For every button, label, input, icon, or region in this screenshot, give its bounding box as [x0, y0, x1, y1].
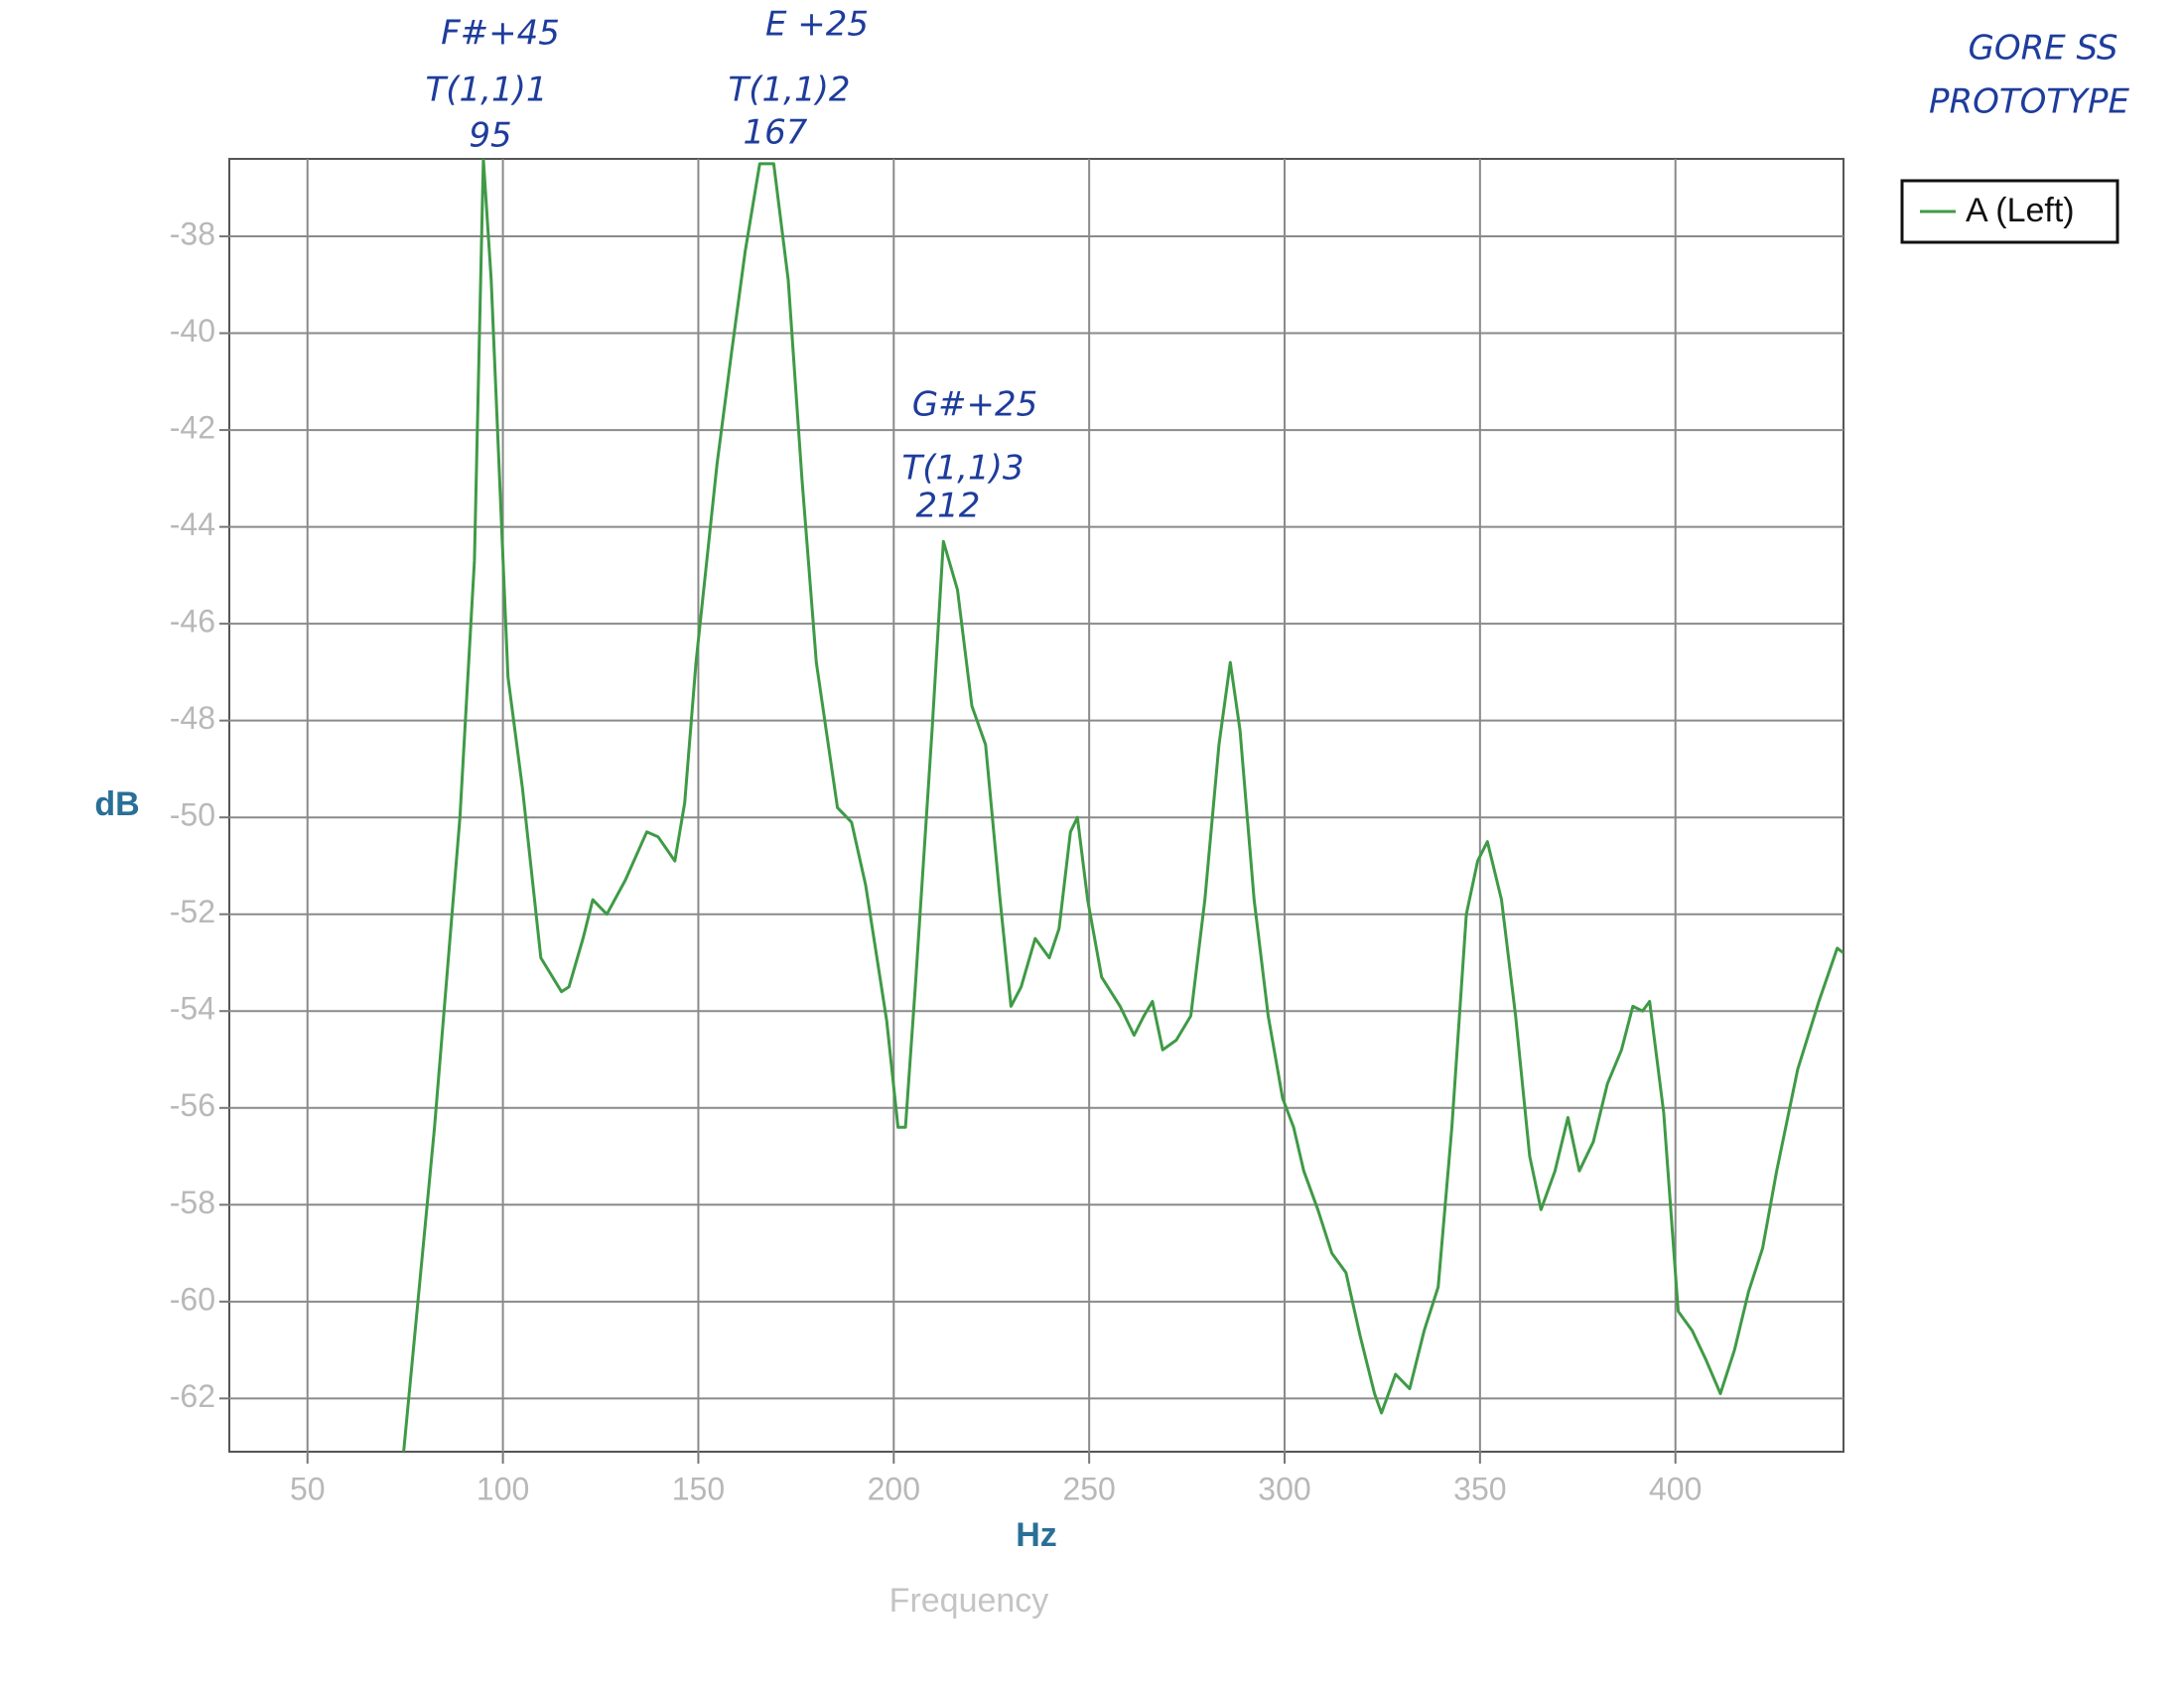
annotation: F#+45: [441, 14, 560, 54]
y-tick-label: -40: [170, 313, 215, 349]
y-tick-label: -58: [170, 1185, 215, 1220]
x-tick-label: 350: [1453, 1471, 1506, 1506]
y-tick-label: -52: [170, 894, 215, 929]
annotation: T(1,1)1: [425, 71, 547, 110]
legend-label: A (Left): [1966, 192, 2075, 229]
y-tick-label: -50: [170, 797, 215, 833]
x-tick-label: 100: [477, 1471, 529, 1506]
series-line: [402, 159, 1843, 1452]
annotation: E +25: [765, 5, 869, 45]
annotation: G#+25: [912, 385, 1038, 425]
x-tick-label: 150: [672, 1471, 725, 1506]
x-axis-title: Hz: [1016, 1516, 1057, 1554]
y-tick-label: -54: [170, 991, 215, 1027]
x-tick-label: 400: [1649, 1471, 1702, 1506]
y-tick-label: -62: [170, 1378, 215, 1414]
annotation: T(1,1)2: [728, 71, 850, 110]
y-tick-label: -38: [170, 215, 215, 251]
y-axis-title: dB: [94, 785, 139, 823]
annotation: GORE SS: [1969, 29, 2118, 69]
x-tick-label: 300: [1258, 1471, 1310, 1506]
annotation: T(1,1)3: [901, 449, 1024, 489]
y-tick-label: -56: [170, 1087, 215, 1123]
grid: -38 -40 -42 -44 -46 -48 -50 -52 -54 -56 -58 -60 -62 5…: [170, 159, 1843, 1506]
plot-area: [228, 158, 1844, 1453]
x-axis-subtitle: Frequency: [889, 1582, 1049, 1620]
x-tick-label: 250: [1062, 1471, 1115, 1506]
annotation: 95: [469, 116, 511, 156]
annotation: 212: [916, 487, 981, 526]
legend: A (Left): [1900, 179, 2119, 244]
annotation: PROTOTYPE: [1929, 82, 2129, 122]
annotation: 167: [744, 113, 808, 153]
x-tick-label: 50: [290, 1471, 326, 1506]
x-tick-label: 200: [868, 1471, 920, 1506]
plot-marks: [402, 159, 1843, 1452]
y-tick-label: -60: [170, 1281, 215, 1317]
y-tick-label: -48: [170, 700, 215, 736]
y-tick-label: -44: [170, 506, 215, 542]
y-tick-label: -46: [170, 604, 215, 639]
y-tick-label: -42: [170, 410, 215, 446]
